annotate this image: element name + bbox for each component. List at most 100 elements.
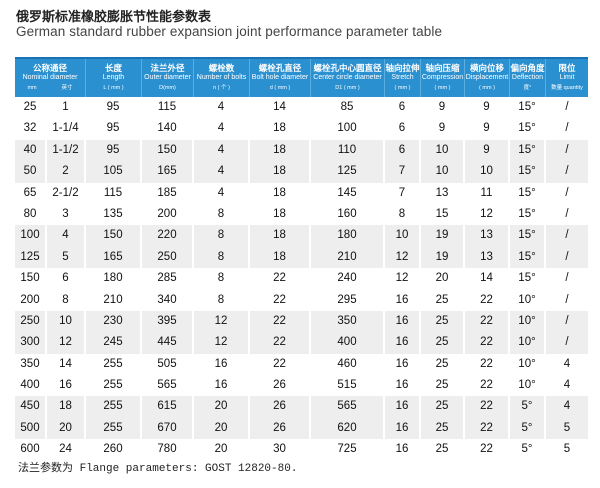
table-cell: 250 [142,246,194,269]
table-cell: 25 [421,289,465,311]
table-cell: 4 [194,139,250,162]
table-cell: 5 [47,246,86,269]
table-cell: 22 [465,396,510,418]
header-u: 数量 quantity [551,85,583,91]
table-cell: 230 [86,310,142,333]
table-cell: 22 [250,268,311,290]
header-col: 螺栓数 Number of bolts n ( 个 ) [194,59,250,97]
table-cell: 15° [510,139,546,162]
table-cell: 15 [421,203,465,226]
table-cell: 615 [142,396,194,418]
header-col: 轴向拉伸 Stretch ( mm ) [385,59,421,97]
table-cell: 145 [311,182,385,204]
table-cell: 670 [142,417,194,440]
table-cell: 24 [47,439,86,461]
header-zh: 横向位移 [469,63,504,73]
table-cell: 125 [15,246,47,269]
table-cell: 8 [47,289,86,311]
header-u: ( mm ) [479,85,495,91]
header-col: 偏向角度 Deflection 度° [510,59,546,97]
table-cell: / [546,161,588,183]
table-cell: 14 [465,268,510,290]
table-cell: 10° [510,375,546,397]
table-cell: 95 [86,118,142,140]
table-cell: 15° [510,225,546,247]
table-cell: 6 [385,139,421,162]
table-cell: 165 [86,246,142,269]
table-cell: 18 [250,118,311,140]
table-cell: 505 [142,353,194,376]
table-cell: 22 [250,289,311,311]
table-cell: 300 [15,332,47,354]
table-cell: 12 [194,310,250,333]
footnote: 法兰参数为 Flange parameters: GOST 12820-80. [18,459,297,475]
table-cell: 110 [311,139,385,162]
table-cell: 12 [47,332,86,354]
table-cell: 400 [311,332,385,354]
table-cell: 16 [385,417,421,440]
table-cell: 4 [194,161,250,183]
table-cell: / [565,207,569,220]
table-cell: 245 [86,332,142,354]
header-col: 法兰外径 Outer diameter D(mm) [142,59,194,97]
table-cell: 340 [142,289,194,311]
header-unit-inch: 英寸 [61,85,73,91]
table-cell: 400 [15,375,47,397]
table-cell: 115 [86,182,142,204]
table-cell: 15° [510,203,546,226]
table-cell: 295 [311,289,385,311]
header-u: L ( mm ) [103,85,124,91]
table-cell: 15° [510,246,546,269]
header-zh: 轴向压缩 [425,63,460,73]
table-cell: 255 [86,353,142,376]
table-cell: 565 [311,396,385,418]
table-cell: 7 [385,182,421,204]
table-cell: 12 [385,246,421,269]
table-cell: 150 [86,225,142,247]
table-cell: 80 [15,203,47,226]
table-cell: 25 [15,97,47,119]
header-u: 度° [523,85,532,91]
table-cell: 22 [465,375,510,397]
table-cell: 65 [15,182,47,204]
table-cell: 19 [421,246,465,269]
table-row: 40 1-1/2 95 150 4 18 110 6 10 9 15° / [15,139,588,162]
table-cell: 150 [142,139,194,162]
table-cell: 185 [142,182,194,204]
table-cell: 18 [250,139,311,162]
header-en: Limit [559,74,575,81]
parameter-table: 公称通径 Nominal diameter mm 英寸 长度 Length L ( m… [15,57,588,461]
table-cell: 20 [47,417,86,440]
table-row: 450 18 255 615 20 26 565 16 25 22 5° 4 [15,396,588,418]
header-col: 限位 Limit 数量 quantity [546,59,588,97]
table-cell: 15° [510,161,546,183]
table-cell: 240 [311,268,385,290]
table-cell: 18 [250,225,311,247]
table-cell: 9 [421,97,465,119]
table-cell: 10 [385,225,421,247]
table-cell: 8 [194,225,250,247]
table-cell: 6 [47,268,86,290]
header-u: D(mm) [159,85,176,91]
table-cell: / [565,122,569,135]
table-row: 65 2-1/2 115 185 4 18 145 7 13 11 15° / [15,182,588,204]
table-cell: 2-1/2 [47,182,86,204]
table-cell: 16 [385,289,421,311]
table-cell: 725 [311,439,385,461]
table-cell: 6 [385,97,421,119]
table-cell: 255 [86,417,142,440]
table-cell: 500 [15,417,47,440]
table-row: 400 16 255 565 16 26 515 16 25 22 10° 4 [15,375,588,397]
table-cell: 140 [142,118,194,140]
table-cell: 8 [194,289,250,311]
table-cell: 14 [250,97,311,119]
table-cell: 10° [510,353,546,376]
table-cell: 565 [142,375,194,397]
table-cell: 10 [465,161,510,183]
table-cell: 4 [194,118,250,140]
table-body: 25 1 95 115 4 14 85 6 9 9 15°/32 1-1/4 95 140 4 18 100 6 9… [15,97,588,461]
table-cell: 105 [86,161,142,183]
table-cell: 4 [563,379,571,392]
table-cell: 10 [421,139,465,162]
table-cell: 5 [563,443,571,456]
